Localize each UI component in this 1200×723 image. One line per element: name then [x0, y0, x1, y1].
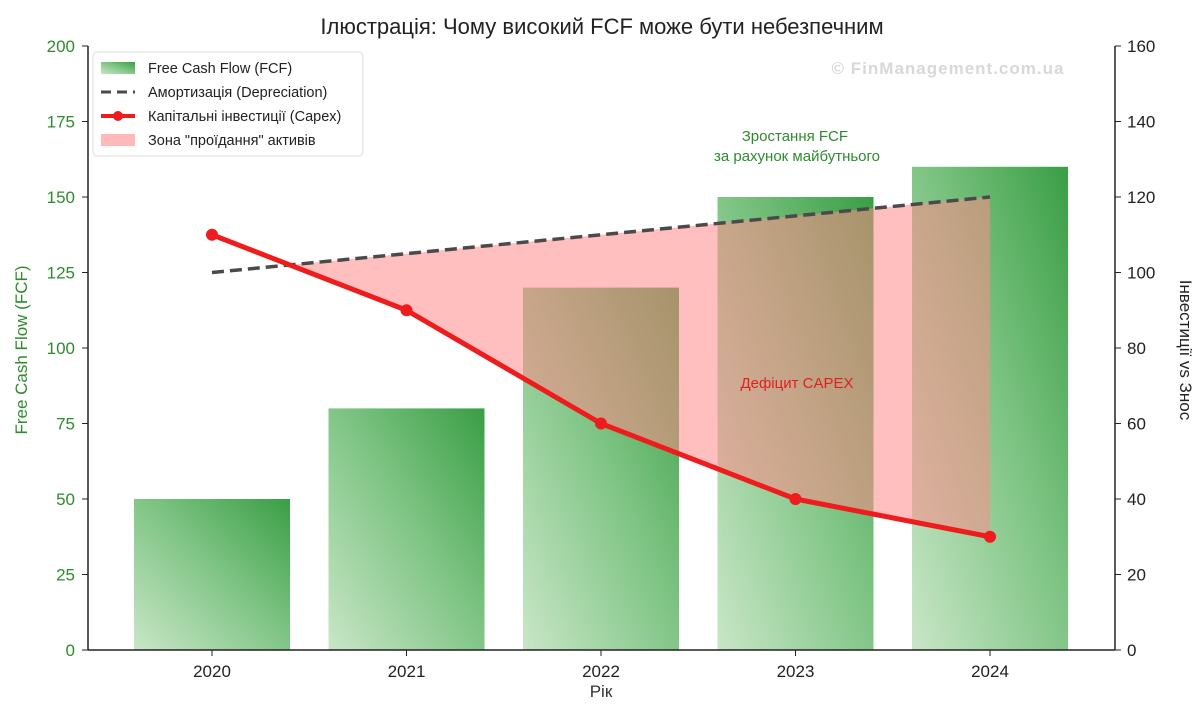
- y-right-tick-label: 120: [1127, 188, 1155, 207]
- legend-box: [92, 51, 364, 157]
- fcf-bar-2021: [328, 408, 485, 650]
- x-tick-label: 2020: [193, 662, 231, 681]
- legend-swatch-capex-marker: [113, 111, 123, 121]
- y-right-tick-label: 20: [1127, 566, 1146, 585]
- annotation-capex-deficit: Дефіцит CAPEX: [740, 375, 853, 392]
- legend-swatch-zone: [101, 134, 135, 146]
- capex-point-2023: [789, 493, 802, 505]
- x-tick-label: 2024: [971, 662, 1009, 681]
- capex-point-2024: [984, 530, 996, 543]
- y-left-tick-label: 150: [47, 188, 75, 207]
- annotation-fcf-growth: Зростання FCF за рахунок майбутнього: [714, 128, 880, 165]
- y-axis-left-label: Free Cash Flow (FCF): [12, 265, 31, 434]
- y-left-tick-label: 0: [66, 641, 75, 660]
- depreciation-line: [211, 195, 991, 275]
- legend-swatch-fcf: [101, 62, 135, 74]
- x-tick-label: 2022: [582, 662, 620, 681]
- y-left-tick-label: 100: [47, 339, 75, 358]
- watermark: © FinManagement.com.ua: [832, 59, 1065, 78]
- y-right-tick-label: 40: [1127, 490, 1146, 509]
- depletion-zone-area: [289, 197, 990, 537]
- y-left-tick-label: 175: [47, 113, 75, 132]
- fcf-bar-2020: [134, 499, 290, 650]
- x-tick-label: 2021: [388, 662, 426, 681]
- y-right-tick-label: 0: [1127, 641, 1136, 660]
- chart-title: Ілюстрація: Чому високий FCF може бути н…: [320, 14, 883, 39]
- y-right-tick-label: 160: [1127, 37, 1155, 56]
- y-left-tick-label: 200: [47, 37, 75, 56]
- y-right-tick-label: 80: [1127, 339, 1146, 358]
- y-right-tick-label: 140: [1127, 113, 1155, 132]
- legend-label: Зона "проїдання" активів: [148, 133, 316, 149]
- y-left-tick-label: 125: [47, 264, 75, 283]
- capex-point-2022: [595, 417, 607, 430]
- annotation-line-1: Зростання FCF: [742, 128, 848, 145]
- legend-label: Амортизація (Depreciation): [148, 85, 327, 101]
- y-right-tick-label: 60: [1127, 415, 1146, 434]
- annotation-line-2: за рахунок майбутнього: [714, 148, 880, 165]
- x-axis-label: Рік: [590, 682, 613, 701]
- capex-point-2021: [400, 304, 413, 317]
- capex-point-2020: [206, 228, 218, 241]
- y-left-tick-label: 25: [56, 566, 75, 585]
- legend: Free Cash Flow (FCF) Амортизація (Depreci…: [92, 51, 364, 157]
- legend-label: Капітальні інвестиції (Capex): [148, 109, 341, 125]
- x-tick-label: 2023: [777, 662, 815, 681]
- y-left-tick-label: 50: [56, 490, 75, 509]
- y-axis-right-label: Інвестиції vs Знос: [1176, 280, 1195, 421]
- y-left-tick-label: 75: [56, 415, 75, 434]
- legend-label: Free Cash Flow (FCF): [148, 61, 292, 77]
- y-right-tick-label: 100: [1127, 264, 1155, 283]
